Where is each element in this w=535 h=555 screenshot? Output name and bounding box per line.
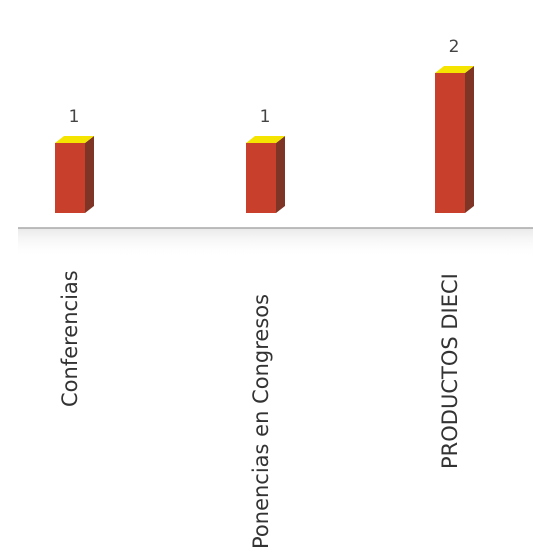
bar-front-1 — [55, 143, 85, 213]
bar-top-3 — [435, 66, 474, 73]
bar-side-2 — [276, 136, 285, 213]
category-label-2: Ponencias en Congresos — [249, 294, 273, 549]
bar-3 — [435, 66, 474, 213]
bars-group — [55, 66, 474, 213]
bar-front-2 — [246, 143, 276, 213]
bar-2 — [246, 136, 285, 213]
bar-1 — [55, 136, 94, 213]
labels-group: 1 Conferencias 1 Ponencias en Congresos 2 PRO… — [58, 37, 462, 549]
bar-side-1 — [85, 136, 94, 213]
category-label-1: Conferencias — [58, 270, 82, 407]
data-label-2: 1 — [260, 107, 271, 127]
bar-side-3 — [465, 66, 474, 213]
bar-front-3 — [435, 73, 465, 213]
bar-top-1 — [55, 136, 94, 143]
category-label-3: PRODUCTOS DIECI — [438, 273, 462, 469]
floor-shadow — [18, 228, 533, 258]
data-label-1: 1 — [69, 107, 80, 127]
data-label-3: 2 — [449, 37, 460, 57]
bar-top-2 — [246, 136, 285, 143]
